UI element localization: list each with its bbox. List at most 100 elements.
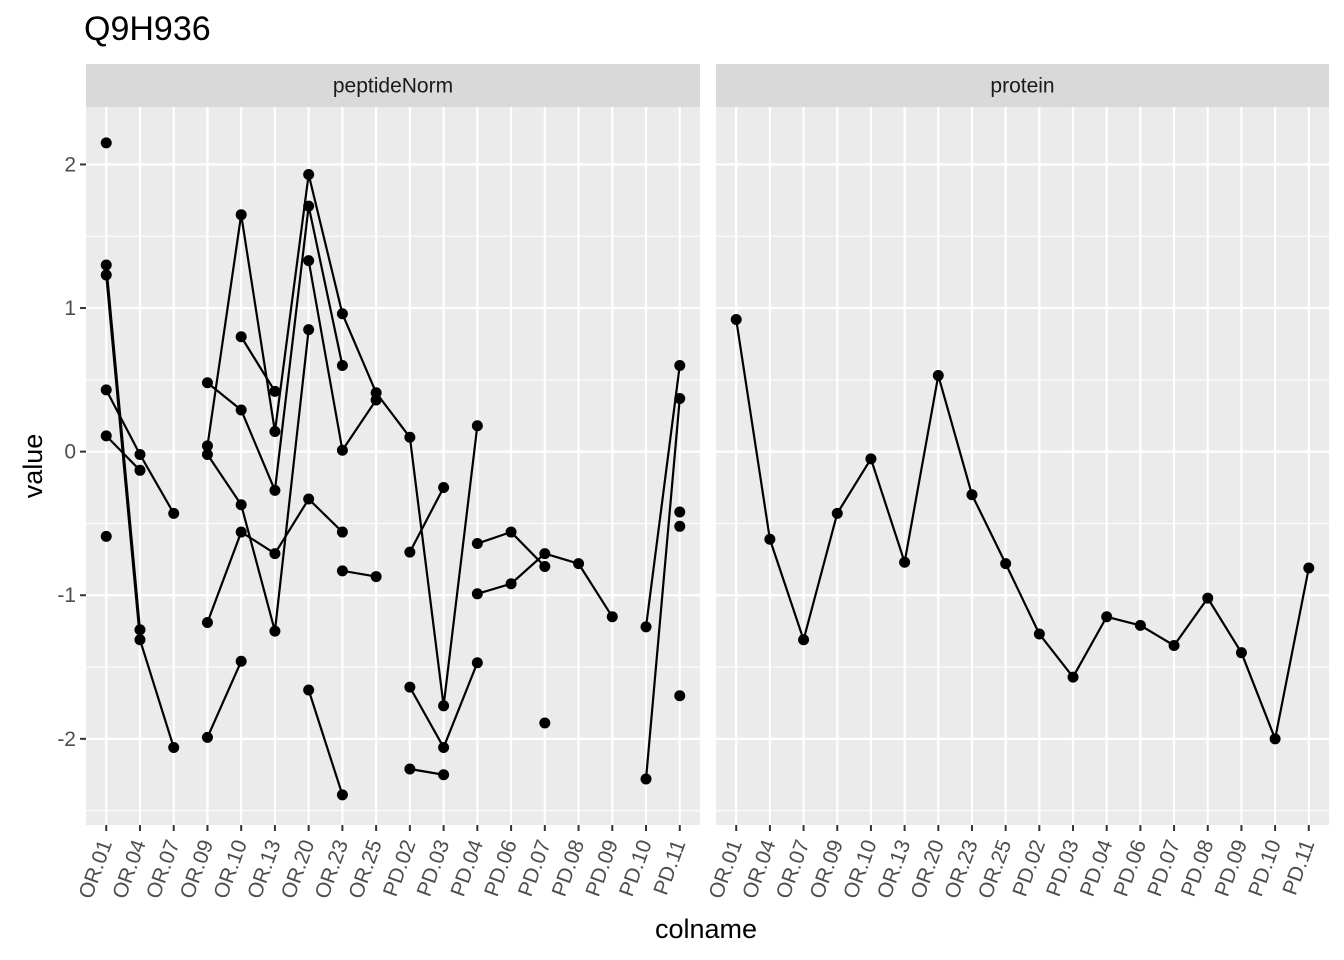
series-line: [342, 569, 377, 578]
data-point: [798, 634, 810, 646]
data-point: [1134, 619, 1146, 631]
data-point: [674, 393, 686, 405]
data-point: [201, 440, 213, 452]
data-point: [573, 558, 585, 570]
series-line: [644, 398, 681, 780]
series-line: [105, 435, 141, 472]
data-point: [201, 731, 213, 743]
data-point: [606, 611, 618, 623]
panel-background: [86, 107, 700, 825]
data-point: [370, 387, 382, 399]
data-point: [899, 556, 911, 568]
panel-strip: [716, 64, 1329, 107]
data-point: [303, 493, 315, 505]
data-point: [336, 789, 348, 801]
y-tick-label: -1: [57, 584, 76, 607]
data-point: [100, 259, 112, 271]
data-point: [303, 200, 315, 212]
series-line: [644, 365, 681, 627]
data-point: [438, 700, 450, 712]
data-point: [269, 625, 281, 637]
data-point: [404, 431, 416, 443]
data-point: [168, 507, 180, 519]
data-point: [134, 624, 146, 636]
data-point: [404, 681, 416, 693]
data-point: [100, 137, 112, 149]
series-line: [307, 689, 344, 796]
chart-panels: peptideNorm-2-1012OR.01OR.04OR.07OR.09OR…: [57, 64, 1329, 902]
data-point: [1303, 562, 1315, 574]
data-point: [201, 449, 213, 461]
data-point: [1000, 558, 1012, 570]
y-axis-title: value: [18, 434, 48, 499]
data-point: [336, 359, 348, 371]
data-point: [1067, 671, 1079, 683]
series-line: [408, 487, 445, 553]
data-point: [730, 314, 742, 326]
data-point: [1101, 611, 1113, 623]
data-point: [134, 634, 146, 646]
data-point: [1235, 647, 1247, 659]
data-point: [235, 655, 247, 667]
data-point: [438, 769, 450, 781]
data-point: [235, 499, 247, 511]
data-point: [966, 489, 978, 501]
data-point: [235, 526, 247, 538]
data-point: [370, 571, 382, 583]
data-point: [336, 308, 348, 320]
chart-title: Q9H936: [84, 10, 211, 48]
data-point: [764, 533, 776, 545]
panel-protein: proteinOR.01OR.04OR.07OR.09OR.10OR.13OR.…: [705, 64, 1329, 902]
data-point: [674, 359, 686, 371]
data-point: [471, 657, 483, 669]
data-point: [269, 385, 281, 397]
data-point: [100, 269, 112, 281]
data-point: [640, 621, 652, 633]
data-point: [1033, 628, 1045, 640]
y-tick-label: 2: [64, 153, 76, 176]
data-point: [1168, 640, 1180, 651]
data-point: [100, 384, 112, 396]
data-point: [505, 526, 517, 538]
data-point: [336, 565, 348, 577]
data-point: [932, 370, 944, 382]
data-point: [539, 548, 551, 560]
data-point: [438, 741, 450, 753]
data-point: [303, 255, 315, 267]
y-tick-label: 1: [64, 297, 76, 320]
data-point: [134, 449, 146, 461]
data-point: [471, 588, 483, 600]
data-point: [539, 717, 551, 729]
panel-peptideNorm: peptideNorm-2-1012OR.01OR.04OR.07OR.09OR…: [57, 64, 700, 902]
data-point: [404, 546, 416, 558]
data-point: [336, 526, 348, 538]
data-point: [674, 690, 686, 702]
data-point: [674, 506, 686, 518]
panel-background: [716, 107, 1329, 825]
panel-strip-label: protein: [990, 75, 1054, 98]
data-point: [1202, 592, 1214, 604]
data-point: [269, 426, 281, 438]
data-point: [235, 209, 247, 221]
data-point: [674, 520, 686, 532]
data-point: [438, 482, 450, 494]
data-point: [269, 484, 281, 496]
data-point: [100, 430, 112, 442]
data-point: [640, 773, 652, 785]
data-point: [539, 561, 551, 573]
data-point: [269, 548, 281, 560]
data-point: [1269, 733, 1281, 745]
series-line: [206, 660, 243, 738]
data-point: [336, 444, 348, 456]
data-point: [134, 464, 146, 476]
data-point: [235, 331, 247, 343]
data-point: [303, 168, 315, 180]
data-point: [303, 684, 315, 696]
data-point: [831, 507, 843, 519]
data-point: [168, 741, 180, 753]
panel-strip-label: peptideNorm: [333, 75, 453, 98]
series-line: [206, 329, 310, 633]
data-point: [471, 538, 483, 550]
series-line: [240, 336, 276, 392]
y-tick-label: 0: [64, 441, 76, 464]
